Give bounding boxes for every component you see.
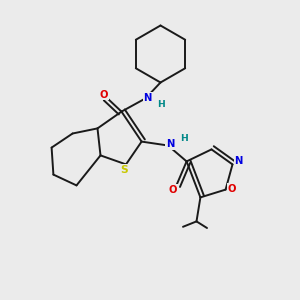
Text: N: N [166,139,175,149]
Text: N: N [234,156,243,167]
Text: O: O [169,185,177,195]
Text: N: N [143,93,152,103]
Text: O: O [228,184,236,194]
Text: O: O [99,89,108,100]
Text: H: H [180,134,188,143]
Text: H: H [157,100,164,109]
Text: S: S [121,165,128,175]
